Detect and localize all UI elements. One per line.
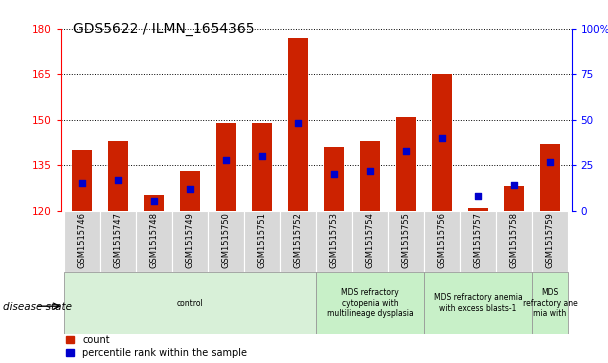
Point [401,148,411,154]
Text: MDS
refractory ane
mia with: MDS refractory ane mia with [522,288,578,318]
Bar [280,211,316,272]
Bar [244,211,280,272]
Bar [209,211,244,272]
Text: GSM1515756: GSM1515756 [438,212,446,268]
Point [77,180,87,186]
Bar [108,141,128,211]
Text: GSM1515749: GSM1515749 [186,212,195,268]
Bar [396,117,416,211]
Text: GDS5622 / ILMN_1654365: GDS5622 / ILMN_1654365 [73,22,255,36]
Point [473,193,483,199]
Point [330,171,339,177]
Bar [216,123,236,211]
Bar [316,272,424,334]
Point [150,199,159,204]
Text: GSM1515748: GSM1515748 [150,212,159,268]
Text: GSM1515758: GSM1515758 [510,212,519,268]
Bar [540,144,560,211]
Text: GSM1515751: GSM1515751 [258,212,267,268]
Bar [181,171,200,211]
Point [293,121,303,126]
Text: MDS refractory anemia
with excess blasts-1: MDS refractory anemia with excess blasts… [434,293,522,313]
Text: control: control [177,299,204,307]
Text: GSM1515752: GSM1515752 [294,212,303,268]
Bar [468,208,488,211]
Bar [532,272,568,334]
Bar [504,186,524,211]
Text: GSM1515759: GSM1515759 [545,212,554,268]
Point [221,157,231,163]
Text: GSM1515747: GSM1515747 [114,212,123,268]
Bar [532,211,568,272]
Point [114,177,123,183]
Bar [460,211,496,272]
Point [509,182,519,188]
Text: GSM1515753: GSM1515753 [330,212,339,268]
Bar [324,147,344,211]
Bar [432,74,452,211]
Bar [252,123,272,211]
Bar [145,195,164,211]
Point [437,135,447,141]
Text: GSM1515746: GSM1515746 [78,212,87,268]
Text: MDS refractory
cytopenia with
multilineage dysplasia: MDS refractory cytopenia with multilinea… [326,288,413,318]
Bar [352,211,388,272]
Bar [388,211,424,272]
Bar [288,38,308,211]
Point [257,153,267,159]
Point [365,168,375,174]
Bar [424,211,460,272]
Text: GSM1515750: GSM1515750 [222,212,231,268]
Bar [424,272,532,334]
Bar [496,211,532,272]
Bar [172,211,209,272]
Bar [360,141,380,211]
Text: disease state: disease state [3,302,72,312]
Bar [64,211,100,272]
Bar [136,211,172,272]
Bar [72,150,92,211]
Text: GSM1515755: GSM1515755 [401,212,410,268]
Text: GSM1515754: GSM1515754 [365,212,375,268]
Point [545,159,555,164]
Point [185,186,195,192]
Bar [100,211,136,272]
Bar [316,211,352,272]
Legend: count, percentile rank within the sample: count, percentile rank within the sample [66,335,247,358]
Text: GSM1515757: GSM1515757 [474,212,483,268]
Bar [64,272,316,334]
